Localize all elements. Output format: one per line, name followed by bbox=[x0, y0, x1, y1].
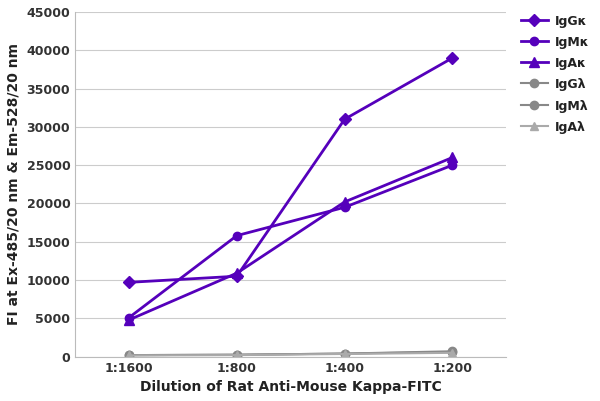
Line: IgGλ: IgGλ bbox=[125, 347, 457, 359]
X-axis label: Dilution of Rat Anti-Mouse Kappa-FITC: Dilution of Rat Anti-Mouse Kappa-FITC bbox=[140, 380, 442, 394]
IgAλ bbox=[125, 353, 133, 358]
Line: IgMλ: IgMλ bbox=[125, 348, 457, 359]
Y-axis label: FI at Ex-485/20 nm & Em-528/20 nm: FI at Ex-485/20 nm & Em-528/20 nm bbox=[7, 43, 21, 325]
IgGλ bbox=[449, 349, 456, 354]
IgGκ bbox=[125, 280, 133, 285]
Line: IgAλ: IgAλ bbox=[125, 348, 457, 360]
IgMκ bbox=[449, 163, 456, 168]
IgMλ bbox=[449, 350, 456, 354]
IgAκ bbox=[125, 318, 133, 322]
IgMκ bbox=[341, 205, 348, 210]
Line: IgMκ: IgMκ bbox=[125, 161, 457, 322]
IgGλ bbox=[341, 351, 348, 356]
IgAλ bbox=[233, 353, 241, 358]
IgAκ bbox=[449, 155, 456, 160]
IgGκ bbox=[449, 55, 456, 60]
IgAκ bbox=[233, 271, 241, 275]
IgAλ bbox=[449, 350, 456, 355]
IgGκ bbox=[233, 274, 241, 279]
IgGλ bbox=[233, 352, 241, 357]
Legend: IgGκ, IgMκ, IgAκ, IgGλ, IgMλ, IgAλ: IgGκ, IgMκ, IgAκ, IgGλ, IgMλ, IgAλ bbox=[517, 11, 593, 138]
Line: IgAκ: IgAκ bbox=[124, 153, 457, 325]
Line: IgGκ: IgGκ bbox=[125, 54, 457, 286]
IgMκ bbox=[125, 315, 133, 320]
IgAκ bbox=[341, 200, 348, 205]
IgMκ bbox=[233, 233, 241, 238]
IgGλ bbox=[125, 353, 133, 358]
IgMλ bbox=[125, 353, 133, 358]
IgMλ bbox=[341, 351, 348, 356]
IgGκ bbox=[341, 117, 348, 122]
IgAλ bbox=[341, 352, 348, 356]
IgMλ bbox=[233, 352, 241, 357]
